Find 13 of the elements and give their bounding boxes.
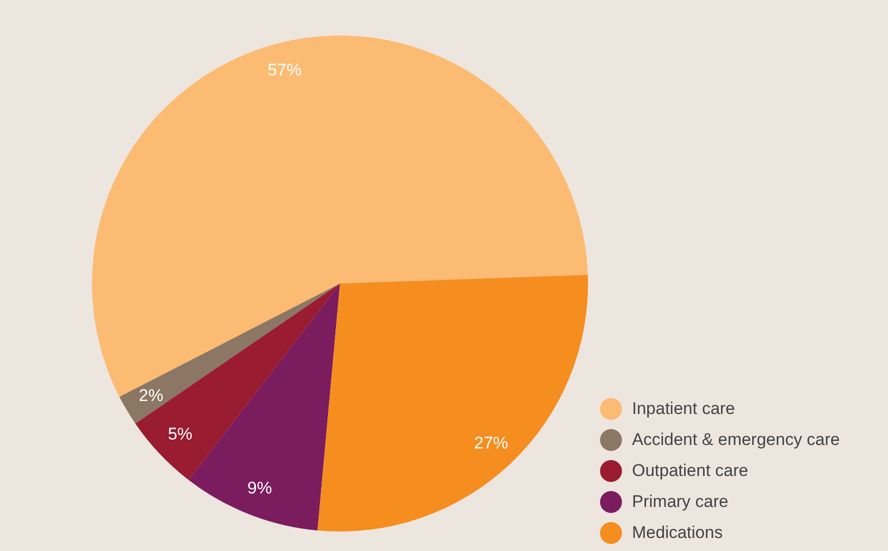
data-label: 2% (138, 386, 164, 406)
pie-slice (135, 284, 340, 480)
legend-label: Inpatient care (632, 399, 736, 418)
legend-label: Accident & emergency care (632, 430, 840, 449)
pie-slice (317, 274, 588, 532)
legend-label: Primary care (632, 492, 728, 511)
pie-slice (119, 284, 340, 424)
data-label: 57% (268, 60, 302, 80)
legend-label: Outpatient care (632, 461, 748, 480)
data-label: 5% (168, 424, 192, 444)
data-label: 9% (247, 478, 272, 498)
data-label: 27% (474, 433, 508, 452)
legend-label: Medications (632, 523, 723, 542)
